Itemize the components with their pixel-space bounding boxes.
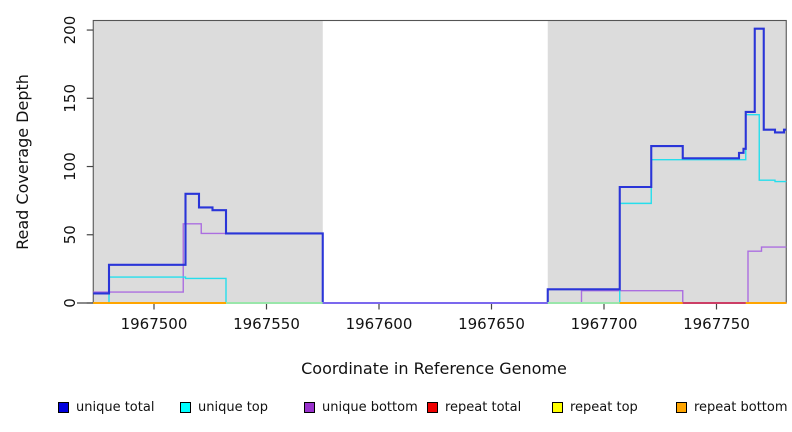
legend-swatch-repeat-total bbox=[427, 401, 438, 413]
x-tick-label: 1967750 bbox=[683, 315, 750, 333]
y-tick-label: 200 bbox=[61, 16, 79, 45]
legend-item-unique-top: unique top bbox=[180, 398, 268, 416]
legend: unique total unique top unique bottom repea… bbox=[0, 398, 792, 420]
legend-item-unique-bottom: unique bottom bbox=[304, 398, 418, 416]
y-tick-label: 0 bbox=[61, 298, 79, 308]
y-axis-title: Read Coverage Depth bbox=[13, 74, 32, 250]
series-line-unique-bottom bbox=[93, 223, 787, 304]
legend-label-repeat-top: repeat top bbox=[570, 399, 638, 415]
x-axis-title: Coordinate in Reference Genome bbox=[301, 359, 567, 378]
legend-item-repeat-top: repeat top bbox=[552, 398, 638, 416]
legend-label-unique-bottom: unique bottom bbox=[322, 399, 418, 415]
legend-item-unique-total: unique total bbox=[58, 398, 154, 416]
legend-item-repeat-total: repeat total bbox=[427, 398, 521, 416]
shaded-region bbox=[547, 20, 787, 303]
x-tick-label: 1967700 bbox=[571, 315, 638, 333]
plot-svg: 1967500 1967550 1967600 1967650 1967700 19677… bbox=[13, 16, 787, 378]
legend-swatch-unique-bottom bbox=[304, 401, 315, 413]
legend-label-unique-top: unique top bbox=[198, 399, 269, 415]
legend-label-unique-total: unique total bbox=[76, 399, 155, 415]
legend-label-repeat-bottom: repeat bottom bbox=[694, 399, 788, 415]
y-tick-label: 50 bbox=[61, 225, 79, 244]
shaded-region bbox=[93, 20, 323, 303]
legend-swatch-repeat-top bbox=[552, 401, 563, 413]
plot-generated: 1967500 1967550 1967600 1967650 1967700 19677… bbox=[61, 16, 787, 333]
legend-swatch-unique-total bbox=[58, 401, 69, 413]
legend-item-repeat-bottom: repeat bottom bbox=[676, 398, 788, 416]
x-tick-label: 1967650 bbox=[458, 315, 525, 333]
x-tick-label: 1967600 bbox=[346, 315, 413, 333]
legend-swatch-unique-top bbox=[180, 401, 191, 413]
legend-swatch-repeat-bottom bbox=[676, 401, 687, 413]
series-line-unique-total bbox=[93, 27, 787, 305]
y-tick-label: 100 bbox=[61, 152, 79, 181]
x-tick-label: 1967500 bbox=[121, 315, 188, 333]
y-tick-label: 150 bbox=[61, 84, 79, 113]
x-tick-label: 1967550 bbox=[233, 315, 300, 333]
legend-label-repeat-total: repeat total bbox=[445, 399, 522, 415]
